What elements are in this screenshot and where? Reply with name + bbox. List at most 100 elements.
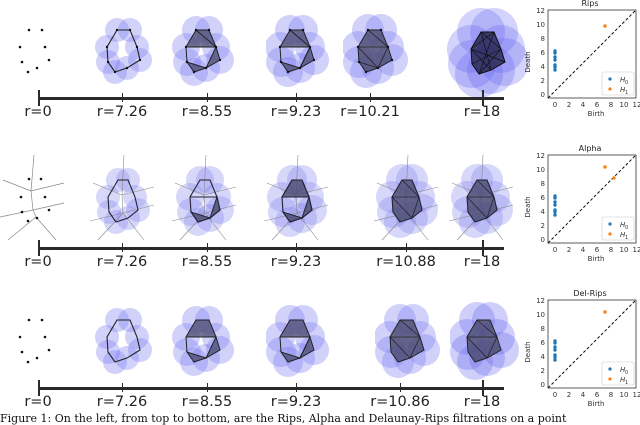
svg-text:10: 10 [620, 246, 629, 254]
svg-text:10: 10 [536, 311, 545, 319]
complex-r9-23 [266, 15, 329, 87]
alpha-row: r=0 r=7.26 r=8.55 r=9.23 r=10.88 r=18 [0, 140, 640, 280]
svg-text:12: 12 [536, 297, 545, 305]
timeline-tick [38, 240, 40, 256]
radius-label: r=0 [24, 254, 52, 270]
point-cloud-r0 [18, 28, 51, 74]
alpha-complex-r10-88 [373, 155, 439, 241]
timeline-tick [370, 93, 371, 102]
svg-text:8: 8 [609, 391, 613, 399]
radius-label: r=0 [24, 394, 52, 410]
svg-text:2: 2 [541, 367, 545, 375]
svg-text:6: 6 [541, 49, 546, 57]
svg-text:4: 4 [581, 391, 586, 399]
timeline-tick [38, 90, 40, 106]
svg-text:2: 2 [567, 246, 571, 254]
svg-text:12: 12 [633, 391, 640, 399]
svg-text:12: 12 [536, 152, 545, 160]
pd-ylabel: Death [524, 51, 532, 72]
svg-text:10: 10 [536, 21, 545, 29]
radius-label: r=10.21 [340, 104, 400, 120]
svg-text:2: 2 [541, 222, 545, 230]
svg-text:0: 0 [553, 391, 557, 399]
radius-label: r=18 [463, 104, 501, 120]
timeline-tick [406, 243, 407, 252]
timeline-tick [122, 93, 123, 102]
pd-xlabel: Birth [588, 400, 605, 408]
del-rips-row: r=0 r=7.26 r=8.55 r=9.23 r=10.86 r=18 [0, 290, 640, 415]
alpha-complex-r18 [448, 155, 514, 241]
svg-text:6: 6 [541, 339, 546, 347]
alpha-complex-r9-23 [263, 155, 329, 241]
complex-r8-55 [172, 16, 234, 86]
svg-text:1: 1 [625, 90, 628, 96]
svg-text:4: 4 [541, 63, 546, 71]
delrips-complex-r7-26 [95, 308, 152, 374]
radius-label: r=7.26 [96, 394, 148, 410]
delrips-complex-r9-23 [266, 305, 329, 377]
svg-text:H: H [620, 76, 626, 84]
timeline-tick [207, 383, 208, 392]
svg-text:6: 6 [595, 391, 600, 399]
complex-r10-21 [343, 14, 408, 88]
voronoi-r0 [0, 155, 65, 240]
svg-text:4: 4 [541, 353, 546, 361]
svg-text:0: 0 [541, 91, 545, 99]
svg-text:H: H [620, 231, 626, 239]
radius-label: r=9.23 [270, 254, 322, 270]
filtration-timeline [38, 387, 504, 390]
svg-text:0: 0 [625, 370, 628, 376]
svg-text:6: 6 [541, 194, 546, 202]
timeline-tick [38, 380, 40, 396]
delrips-complex-r8-55 [172, 306, 234, 376]
svg-text:2: 2 [567, 101, 571, 109]
timeline-tick [122, 383, 123, 392]
svg-text:2: 2 [567, 391, 571, 399]
timeline-tick [482, 380, 484, 396]
complex-r18 [447, 8, 529, 97]
svg-text:H: H [620, 221, 626, 229]
timeline-tick [122, 243, 123, 252]
complex-r7-26 [95, 18, 152, 84]
radius-label: r=18 [463, 394, 501, 410]
svg-text:0: 0 [625, 225, 628, 231]
pd-title: Alpha [579, 145, 602, 153]
svg-text:1: 1 [625, 235, 628, 241]
pd-xlabel: Birth [588, 110, 605, 118]
filtration-timeline [38, 247, 504, 250]
radius-label: r=8.55 [181, 394, 233, 410]
svg-text:8: 8 [609, 246, 613, 254]
pd-ylabel: Death [524, 196, 532, 217]
pd-title: Del-Rips [573, 290, 606, 298]
svg-text:6: 6 [595, 246, 600, 254]
radius-label: r=10.86 [370, 394, 430, 410]
svg-text:4: 4 [541, 208, 546, 216]
alpha-complex-r8-55 [171, 155, 237, 241]
svg-text:12: 12 [536, 7, 545, 15]
filtration-timeline [38, 97, 504, 100]
svg-text:H: H [620, 366, 626, 374]
svg-text:4: 4 [581, 246, 586, 254]
radius-label: r=8.55 [181, 254, 233, 270]
figure-caption: Figure 1: On the left, from top to botto… [0, 412, 567, 425]
svg-text:12: 12 [633, 101, 640, 109]
svg-text:8: 8 [541, 35, 545, 43]
timeline-tick [482, 240, 484, 256]
delrips-complex-r18 [450, 302, 519, 380]
delrips-complex-r10-86 [375, 304, 440, 378]
svg-text:0: 0 [553, 101, 557, 109]
svg-text:8: 8 [541, 325, 545, 333]
svg-text:H: H [620, 376, 626, 384]
svg-text:0: 0 [553, 246, 557, 254]
radius-label: r=9.23 [270, 394, 322, 410]
svg-text:0: 0 [541, 381, 545, 389]
timeline-tick [207, 243, 208, 252]
svg-text:10: 10 [620, 101, 629, 109]
timeline-tick [207, 93, 208, 102]
svg-text:0: 0 [625, 80, 628, 86]
radius-label: r=7.26 [96, 104, 148, 120]
point-cloud-r0 [18, 318, 51, 364]
